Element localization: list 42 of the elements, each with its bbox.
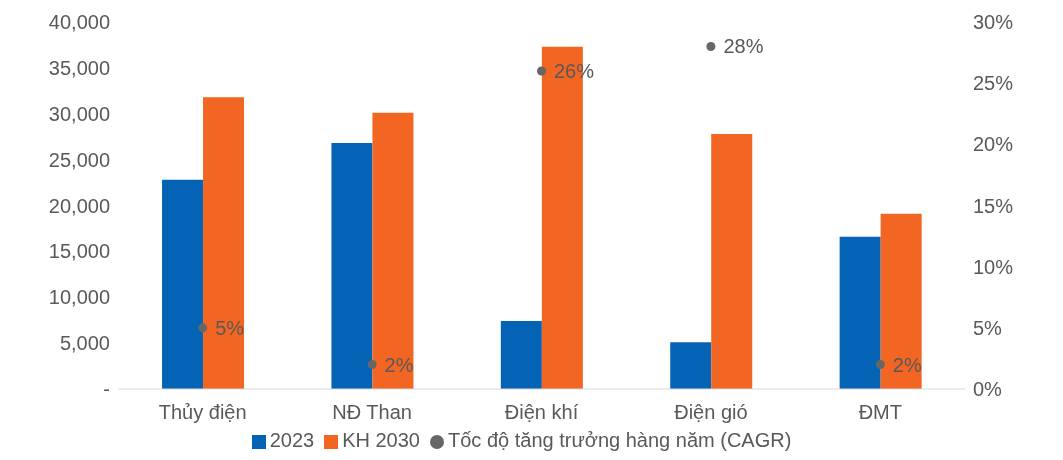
point [706, 41, 716, 51]
x-tick-label: Điện khí [504, 401, 579, 424]
bar [839, 236, 881, 389]
y-tick-label: 15,000 [48, 240, 110, 263]
legend-label: KH 2030 [342, 429, 420, 451]
data-label: 2% [892, 353, 922, 376]
y-tick-label: 10,000 [48, 286, 110, 309]
bar [162, 179, 204, 389]
y2-tick-label: 20% [973, 133, 1014, 156]
y2-tick-label: 15% [973, 194, 1014, 217]
x-tick-label: Điện gió [674, 401, 748, 424]
data-label: 5% [215, 316, 245, 339]
x-tick-label: Thủy điện [158, 401, 247, 424]
x-tick-label: NĐ Than [332, 401, 412, 424]
bar [372, 112, 414, 389]
y-tick-label: 30,000 [48, 102, 110, 125]
point [875, 360, 885, 370]
bar [670, 342, 712, 389]
legend-label: 2023 [269, 429, 315, 451]
y-tick-label: 35,000 [48, 56, 110, 79]
y-tick-label: 25,000 [48, 148, 110, 171]
point [198, 323, 208, 333]
bar [880, 213, 922, 389]
y-tick-label: 20,000 [48, 194, 110, 217]
legend-label: Tốc độ tăng trưởng hàng năm (CAGR) [448, 429, 792, 451]
data-label: 28% [723, 35, 764, 58]
point [367, 360, 377, 370]
y-tick-label: 40,000 [48, 11, 110, 34]
point [536, 66, 547, 76]
y2-tick-label: 25% [973, 72, 1014, 95]
bar [331, 143, 373, 389]
y-tick-label: 5,000 [59, 332, 110, 355]
bar [203, 97, 245, 389]
bar [500, 321, 542, 389]
y2-tick-label: 10% [973, 255, 1014, 278]
data-label: 2% [384, 353, 414, 376]
bar [711, 133, 753, 389]
y2-tick-label: 5% [973, 316, 1003, 339]
x-tick-label: ĐMT [858, 401, 902, 424]
y2-tick-label: 0% [973, 378, 1003, 401]
y2-tick-label: 30% [973, 11, 1014, 34]
y-tick-label: - [103, 378, 110, 401]
